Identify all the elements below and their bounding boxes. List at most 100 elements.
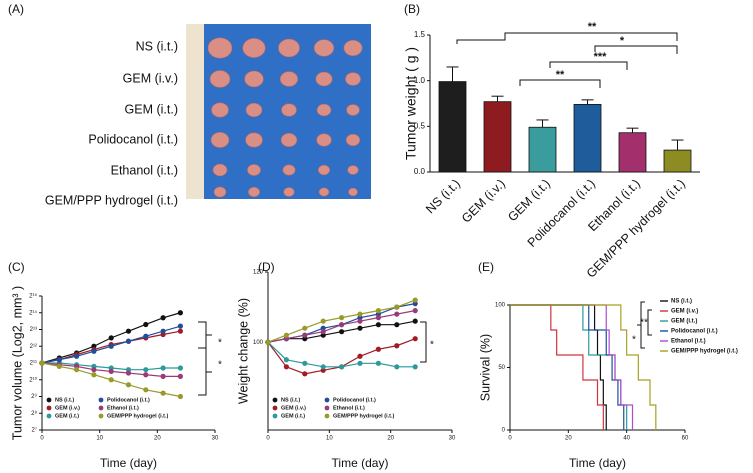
tumor bbox=[245, 132, 263, 148]
y-tick-label: 2¹² bbox=[30, 344, 37, 350]
legend-label: GEM (i.t.) bbox=[671, 319, 697, 325]
point bbox=[91, 372, 97, 378]
legend-label: NS (i.t.) bbox=[671, 299, 692, 305]
y-axis-title: Tumor volume (Log2, mm³ ) bbox=[10, 286, 24, 440]
point bbox=[143, 367, 149, 373]
point bbox=[283, 332, 289, 338]
point bbox=[177, 373, 183, 379]
y-axis-title: Weight change (%) bbox=[236, 298, 250, 404]
point bbox=[394, 304, 400, 310]
tumor bbox=[247, 164, 261, 176]
tumor bbox=[242, 38, 266, 58]
point bbox=[91, 348, 97, 354]
row-label: Ethanol (i.t.) bbox=[111, 163, 178, 177]
bar bbox=[528, 126, 557, 173]
legend-label: Ethanol (i.t.) bbox=[333, 405, 365, 411]
row-label: GEM/PPP hydrogel (i.t.) bbox=[45, 193, 178, 207]
x-tick-label: 20 bbox=[565, 436, 572, 442]
y-tick-label: 2⁸ bbox=[31, 410, 37, 417]
significance: * bbox=[218, 360, 222, 371]
tumor bbox=[343, 39, 363, 57]
legend-marker bbox=[98, 397, 104, 403]
tumor bbox=[347, 165, 359, 175]
tumor bbox=[245, 102, 263, 118]
legend-marker bbox=[272, 413, 278, 419]
point bbox=[283, 357, 289, 363]
ruler bbox=[186, 24, 204, 199]
y-tick-label: 0.0 bbox=[414, 167, 426, 176]
point bbox=[302, 371, 308, 377]
tumor bbox=[316, 103, 332, 117]
tumor bbox=[248, 186, 260, 198]
y-tick-label: 2¹³ bbox=[30, 327, 37, 333]
tumor bbox=[244, 70, 264, 88]
x-axis-title: Time (day) bbox=[332, 456, 389, 470]
row-label: Polidocanol (i.t.) bbox=[88, 132, 178, 146]
significance: *** bbox=[594, 51, 608, 63]
legend-marker bbox=[98, 405, 104, 411]
point bbox=[357, 311, 363, 317]
significance: * bbox=[430, 340, 434, 351]
tumor bbox=[318, 187, 330, 197]
point bbox=[177, 365, 183, 371]
legend-marker bbox=[46, 397, 52, 403]
y-tick-label: 50 bbox=[498, 365, 505, 371]
panel-label: (E) bbox=[478, 260, 494, 274]
tumor bbox=[316, 133, 332, 147]
point bbox=[283, 364, 289, 370]
point bbox=[56, 363, 62, 369]
legend-label: Ethanol (i.t.) bbox=[671, 339, 706, 345]
significance: * bbox=[620, 35, 625, 47]
legend-label: GEM (i.t.) bbox=[281, 413, 305, 419]
survival-curve bbox=[510, 304, 628, 430]
bar bbox=[438, 81, 467, 173]
tumor bbox=[282, 164, 296, 176]
x-tick-label: 30 bbox=[212, 436, 219, 442]
point bbox=[357, 353, 363, 359]
point bbox=[74, 353, 80, 359]
row-label: GEM (i.t.) bbox=[125, 102, 178, 116]
legend-label: GEM/PPP hydrogel (i.t.) bbox=[333, 413, 394, 419]
point bbox=[339, 364, 345, 370]
bracket bbox=[456, 33, 506, 44]
legend-label: Polidocanol (i.t.) bbox=[333, 397, 376, 403]
significance: ** bbox=[588, 21, 597, 33]
point bbox=[302, 360, 308, 366]
bracket bbox=[198, 321, 212, 396]
bar bbox=[663, 149, 692, 173]
point bbox=[39, 360, 45, 366]
point bbox=[160, 373, 166, 379]
bracket bbox=[519, 79, 601, 88]
y-tick-label: 2¹¹ bbox=[30, 361, 37, 367]
x-tick-label: 10 bbox=[326, 436, 333, 442]
point bbox=[320, 318, 326, 324]
point bbox=[56, 357, 62, 363]
x-tick-label: 20 bbox=[154, 436, 161, 442]
bracket bbox=[504, 32, 678, 41]
legend-marker bbox=[272, 397, 278, 403]
x-axis-title: Time (day) bbox=[100, 456, 157, 470]
x-tick-label: 10 bbox=[96, 436, 103, 442]
point bbox=[394, 322, 400, 328]
bar bbox=[483, 101, 512, 173]
tumors bbox=[207, 37, 363, 198]
x-tick-label: 40 bbox=[623, 436, 630, 442]
point bbox=[320, 364, 326, 370]
x-tick-label: 20 bbox=[387, 436, 394, 442]
tumor bbox=[280, 132, 298, 148]
category-label: NS (i.t.) bbox=[423, 177, 463, 217]
point bbox=[108, 368, 114, 374]
point bbox=[375, 315, 381, 321]
panel-label: (A) bbox=[8, 2, 24, 16]
point bbox=[177, 328, 183, 334]
point bbox=[177, 310, 183, 316]
bracket bbox=[549, 61, 628, 70]
legend-label: GEM (i.v.) bbox=[671, 309, 698, 315]
legend-label: Ethanol (i.t.) bbox=[107, 405, 139, 411]
point bbox=[320, 329, 326, 335]
row-label: GEM (i.v.) bbox=[123, 71, 178, 85]
point bbox=[412, 308, 418, 314]
significance: ** bbox=[640, 318, 648, 329]
tumor bbox=[279, 71, 299, 87]
point bbox=[357, 325, 363, 331]
